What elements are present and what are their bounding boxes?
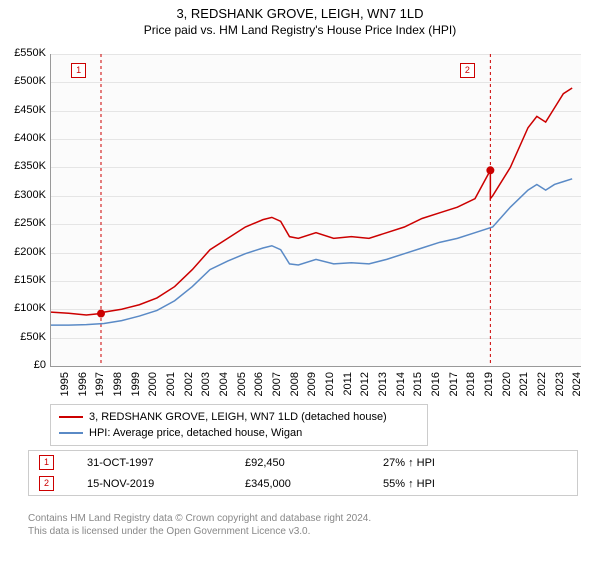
legend-item: 3, REDSHANK GROVE, LEIGH, WN7 1LD (detac… <box>59 409 419 425</box>
x-axis-label: 2020 <box>501 372 513 402</box>
footer-line-2: This data is licensed under the Open Gov… <box>28 526 310 537</box>
y-axis-label: £300K <box>6 189 46 201</box>
row-date: 15-NOV-2019 <box>79 474 235 493</box>
y-axis-label: £350K <box>6 160 46 172</box>
transactions-table: 1 31-OCT-1997£92,45027% ↑ HPI 2 15-NOV-2019… <box>28 450 578 496</box>
legend-label: 3, REDSHANK GROVE, LEIGH, WN7 1LD (detac… <box>89 411 387 423</box>
table-row: 1 31-OCT-1997£92,45027% ↑ HPI <box>31 453 575 472</box>
x-axis-label: 2003 <box>200 372 212 402</box>
y-axis-label: £400K <box>6 132 46 144</box>
x-axis-label: 2013 <box>377 372 389 402</box>
x-axis-label: 2010 <box>324 372 336 402</box>
table-row: 2 15-NOV-2019£345,00055% ↑ HPI <box>31 474 575 493</box>
y-axis-label: £200K <box>6 246 46 258</box>
x-axis-label: 2021 <box>518 372 530 402</box>
x-axis-label: 2023 <box>554 372 566 402</box>
x-axis-label: 2014 <box>395 372 407 402</box>
x-axis-label: 2016 <box>430 372 442 402</box>
x-axis-label: 2000 <box>147 372 159 402</box>
row-marker-cell: 1 <box>31 453 77 472</box>
chart-plot-area <box>50 54 581 367</box>
y-axis-label: £500K <box>6 75 46 87</box>
x-axis-label: 2002 <box>183 372 195 402</box>
row-price: £92,450 <box>237 453 373 472</box>
x-axis-label: 2022 <box>536 372 548 402</box>
row-marker: 2 <box>39 476 54 491</box>
row-date: 31-OCT-1997 <box>79 453 235 472</box>
row-price: £345,000 <box>237 474 373 493</box>
x-axis-label: 2012 <box>359 372 371 402</box>
series-blue <box>51 179 572 325</box>
x-axis-label: 1995 <box>59 372 71 402</box>
chart-title: 3, REDSHANK GROVE, LEIGH, WN7 1LD <box>0 6 600 21</box>
x-axis-label: 2017 <box>448 372 460 402</box>
x-axis-label: 2006 <box>253 372 265 402</box>
x-axis-label: 2008 <box>289 372 301 402</box>
marker-label: 2 <box>460 63 475 78</box>
x-axis-label: 2007 <box>271 372 283 402</box>
y-axis-label: £250K <box>6 217 46 229</box>
y-axis-label: £0 <box>6 359 46 371</box>
row-pct: 55% ↑ HPI <box>375 474 575 493</box>
row-marker-cell: 2 <box>31 474 77 493</box>
y-axis-label: £150K <box>6 274 46 286</box>
row-pct: 27% ↑ HPI <box>375 453 575 472</box>
x-axis-label: 2001 <box>165 372 177 402</box>
legend-swatch <box>59 416 83 418</box>
legend-swatch <box>59 432 83 434</box>
x-axis-label: 1998 <box>112 372 124 402</box>
x-axis-label: 2024 <box>571 372 583 402</box>
footer-line-1: Contains HM Land Registry data © Crown c… <box>28 513 371 524</box>
y-axis-label: £450K <box>6 104 46 116</box>
x-axis-label: 2011 <box>342 372 354 402</box>
series-red <box>51 88 572 315</box>
y-axis-label: £550K <box>6 47 46 59</box>
y-axis-label: £50K <box>6 331 46 343</box>
marker-label: 1 <box>71 63 86 78</box>
x-axis-label: 1999 <box>130 372 142 402</box>
x-axis-label: 1997 <box>94 372 106 402</box>
y-axis-label: £100K <box>6 302 46 314</box>
row-marker: 1 <box>39 455 54 470</box>
legend: 3, REDSHANK GROVE, LEIGH, WN7 1LD (detac… <box>50 404 428 446</box>
x-axis-label: 2019 <box>483 372 495 402</box>
x-axis-label: 2018 <box>465 372 477 402</box>
x-axis-label: 2009 <box>306 372 318 402</box>
legend-label: HPI: Average price, detached house, Wiga… <box>89 427 302 439</box>
x-axis-label: 2015 <box>412 372 424 402</box>
chart-svg <box>51 54 581 366</box>
x-axis-label: 2005 <box>236 372 248 402</box>
x-axis-label: 1996 <box>77 372 89 402</box>
x-axis-label: 2004 <box>218 372 230 402</box>
legend-item: HPI: Average price, detached house, Wiga… <box>59 425 419 441</box>
chart-subtitle: Price paid vs. HM Land Registry's House … <box>0 23 600 37</box>
